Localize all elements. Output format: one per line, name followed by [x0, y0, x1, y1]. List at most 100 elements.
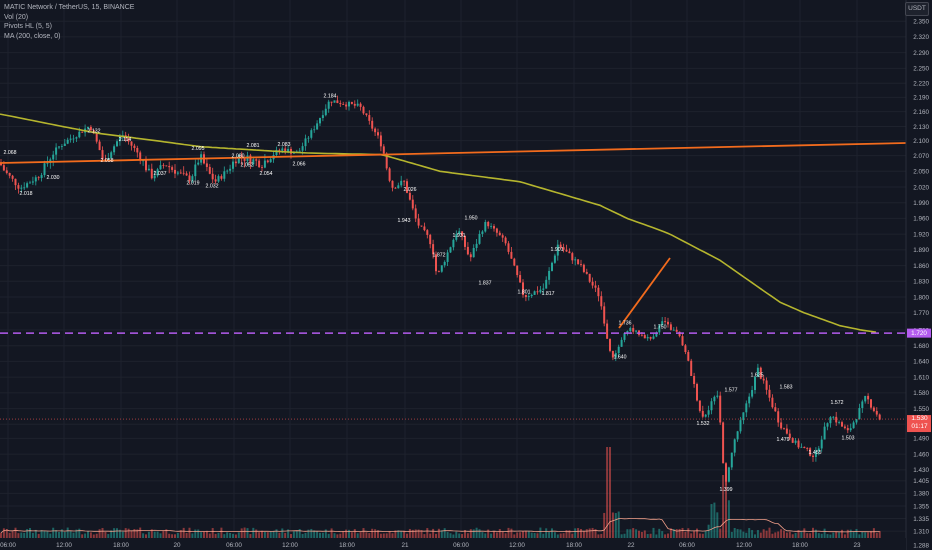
chart-legend: MATIC Network / TetherUS, 15, BINANCE Vo…: [4, 3, 134, 41]
volume-bar: [200, 532, 203, 538]
volume-bar: [664, 534, 667, 538]
volume-bar: [835, 531, 838, 538]
volume-bar: [681, 527, 684, 538]
y-tick-label: 1.288: [913, 543, 929, 550]
volume-bar: [600, 533, 603, 538]
candle-body: [501, 235, 504, 238]
volume-bar: [652, 527, 655, 538]
volume-bar: [513, 534, 516, 538]
candle-body: [403, 180, 406, 182]
candle-body: [774, 407, 777, 412]
volume-bar: [733, 528, 736, 538]
volume-bar: [487, 529, 490, 538]
candle-body: [377, 132, 379, 136]
volume-bar: [565, 530, 568, 538]
volume-bar: [501, 531, 504, 538]
candle-body: [145, 160, 147, 171]
candle-body: [95, 133, 98, 142]
candle-body: [762, 378, 765, 381]
candle-body: [113, 146, 116, 153]
candle-body: [287, 148, 290, 153]
volume-bar: [319, 532, 321, 538]
volume-bar: [527, 530, 530, 538]
volume-bar: [261, 530, 263, 538]
candle-body: [168, 166, 171, 168]
candle-body: [440, 265, 443, 272]
candle-body: [696, 384, 698, 401]
volume-bar: [29, 528, 31, 538]
candle-body: [127, 138, 130, 142]
candle-body: [533, 291, 536, 295]
volume-bar: [377, 530, 379, 538]
volume-bar: [823, 528, 826, 538]
y-tick-label: 1.310: [913, 528, 929, 535]
volume-bar: [791, 534, 794, 538]
candle-body: [69, 138, 72, 140]
volume-bar: [223, 534, 226, 538]
symbol-title[interactable]: MATIC Network / TetherUS, 15, BINANCE: [4, 4, 135, 11]
candle-body: [162, 165, 165, 166]
candle-body: [739, 420, 742, 432]
candle-body: [313, 129, 316, 131]
volume-bar: [435, 533, 437, 538]
volume-bar: [855, 528, 858, 538]
candle-body: [507, 243, 510, 252]
candle-body: [562, 247, 565, 250]
candle-body: [423, 226, 426, 231]
volume-bar: [820, 533, 823, 538]
candle-body: [232, 161, 234, 169]
volume-bar: [522, 531, 524, 538]
pivot-label: 1.583: [780, 384, 793, 390]
volume-bar: [838, 532, 841, 538]
candle-body: [2, 165, 5, 171]
candle-body: [867, 395, 870, 400]
volume-bar: [95, 533, 98, 538]
candle-body: [872, 407, 875, 411]
pivot-label: 1.736: [619, 320, 632, 326]
candle-body: [843, 426, 846, 429]
candle-body: [374, 128, 377, 133]
volume-bar: [203, 531, 205, 538]
volume-bar: [301, 533, 304, 538]
candle-body: [751, 390, 754, 397]
volume-bar: [191, 533, 194, 538]
candle-body: [667, 321, 669, 325]
candle-body: [301, 146, 304, 151]
pivot-label: 1.837: [479, 281, 492, 287]
volume-bar: [658, 528, 661, 538]
candle-body: [603, 306, 606, 324]
volume-bar: [11, 531, 14, 538]
candle-body: [597, 287, 600, 297]
candle-body: [446, 252, 449, 262]
volume-bar: [89, 532, 92, 538]
currency-button[interactable]: USDT: [905, 2, 929, 16]
volume-indicator-label[interactable]: Vol (20): [4, 13, 29, 21]
candle-body: [652, 336, 655, 339]
candle-body: [455, 234, 458, 240]
volume-bar: [272, 530, 275, 538]
candle-body: [278, 149, 281, 151]
volume-bar: [391, 533, 394, 538]
volume-bar: [258, 532, 261, 538]
candle-body: [29, 182, 31, 184]
x-tick-label: 18:00: [792, 542, 808, 549]
volume-bar: [101, 527, 104, 538]
volume-bar: [229, 532, 232, 538]
volume-bar: [75, 529, 78, 538]
volume-bar: [519, 532, 522, 538]
volume-bar: [759, 532, 762, 538]
volume-bar: [594, 529, 597, 538]
ma-indicator-label[interactable]: MA (200, close, 0): [4, 32, 61, 40]
volume-bar: [234, 534, 237, 538]
volume-bar: [481, 532, 484, 538]
candle-body: [34, 177, 37, 182]
volume-bar: [14, 527, 17, 538]
volume-bar: [696, 528, 698, 538]
candle-body: [478, 233, 481, 244]
pivots-indicator-label[interactable]: Pivots HL (5, 5): [4, 23, 52, 30]
candle-body: [17, 185, 20, 189]
candle-body: [14, 178, 17, 186]
x-tick-label: 18:00: [566, 542, 582, 549]
candle-body: [710, 401, 713, 411]
